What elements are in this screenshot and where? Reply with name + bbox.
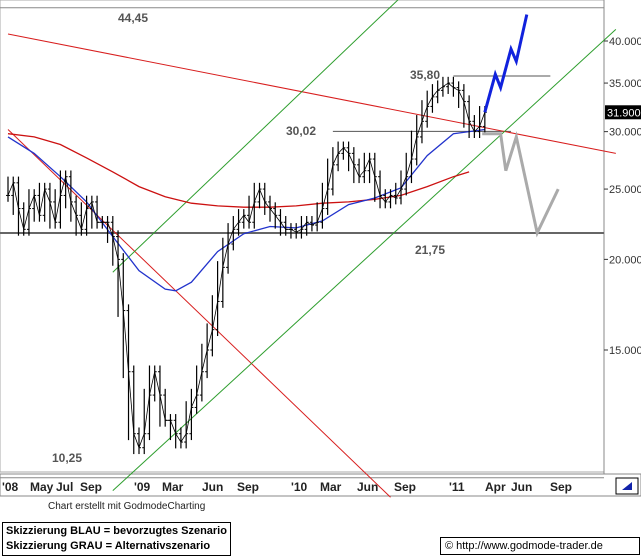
x-tick-label: May (30, 480, 54, 494)
x-tick-label: '08 (2, 480, 19, 494)
x-tick-label: Jul (56, 480, 73, 494)
x-tick-label: '09 (134, 480, 151, 494)
footer-url[interactable]: http://www.godmode-trader.de (456, 540, 603, 552)
trendline-3 (112, 0, 399, 273)
x-tick-label: Sep (80, 480, 102, 494)
chart-credit: Chart erstellt mit GodmodeCharting (48, 501, 206, 512)
x-tick-label: Sep (237, 480, 259, 494)
annotation-label: 10,25 (52, 451, 82, 465)
x-tick-label: Jun (511, 480, 532, 494)
y-tick-label: 40.000 (609, 36, 641, 48)
price-line (7, 82, 486, 449)
x-axis-band (0, 473, 641, 497)
y-tick-label: 30.000 (609, 127, 641, 139)
footer-link[interactable]: © http://www.godmode-trader.de (440, 537, 640, 555)
trendline-1 (7, 129, 391, 498)
y-tick-label: 35.000 (609, 78, 641, 90)
x-tick-label: '10 (291, 480, 308, 494)
x-tick-label: '11 (449, 480, 465, 494)
annotation-label: 30,02 (286, 124, 316, 138)
trendline-0 (7, 33, 616, 154)
legend-line-grey: Skizzierung GRAU = Alternativszenario (6, 540, 211, 552)
x-tick-label: Sep (394, 480, 416, 494)
x-tick-label: Mar (162, 480, 184, 494)
annotation-label: 21,75 (415, 243, 445, 257)
x-tick-label: Sep (550, 480, 572, 494)
x-tick-label: Jun (357, 480, 378, 494)
annotation-label: 44,45 (118, 11, 148, 25)
x-tick-label: Mar (320, 480, 342, 494)
current-price-tag (605, 105, 641, 120)
y-tick-label: 15.000 (609, 345, 641, 357)
moving-average-blue (7, 128, 485, 292)
annotation-label: 35,80 (410, 68, 440, 82)
current-price-label: 31.900 (607, 107, 641, 119)
legend-line-blue: Skizzierung BLAU = bevorzugtes Szenario (6, 525, 227, 537)
scenario-legend: Skizzierung BLAU = bevorzugtes Szenario … (2, 522, 231, 556)
x-tick-label: Jun (202, 480, 223, 494)
scenario-blue-path (483, 14, 529, 113)
scroll-right-icon[interactable] (615, 477, 639, 495)
y-tick-label: 20.000 (609, 254, 641, 266)
x-tick-label: Apr (485, 480, 506, 494)
scenario-grey-path (482, 131, 560, 238)
y-tick-label: 25.000 (609, 184, 641, 196)
copyright-icon: © (445, 540, 454, 552)
